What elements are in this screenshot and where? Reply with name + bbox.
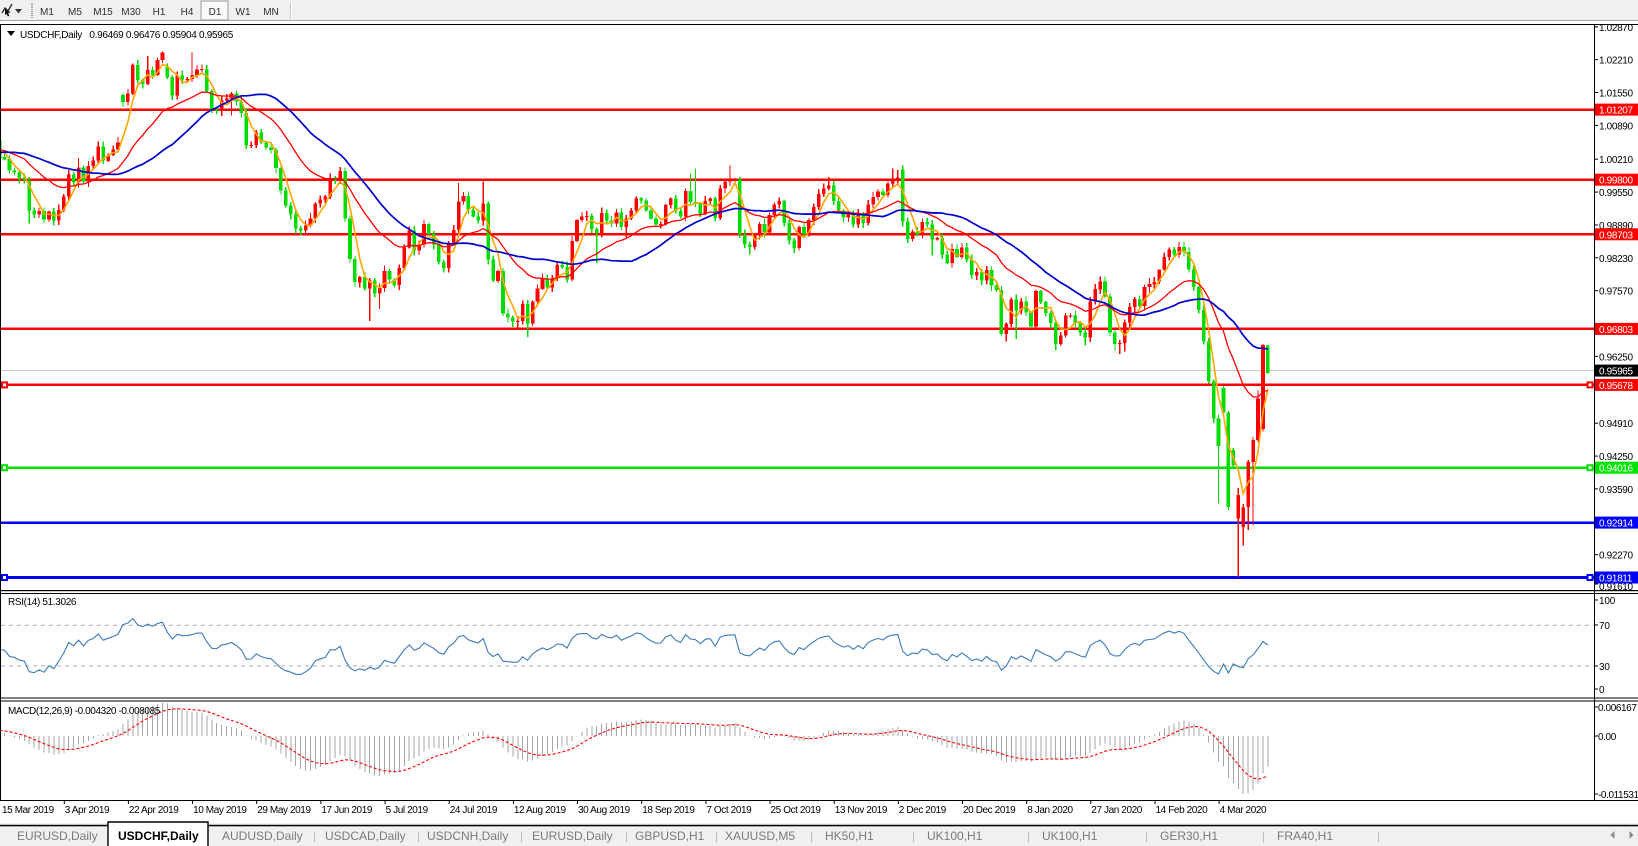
svg-text:24 Jul 2019: 24 Jul 2019 [450,805,498,816]
svg-text:30 Aug 2019: 30 Aug 2019 [578,805,631,816]
svg-text:|: | [1145,829,1148,843]
svg-text:0.94250: 0.94250 [1599,452,1633,463]
svg-text:2 Dec 2019: 2 Dec 2019 [899,805,947,816]
svg-text:0.95678: 0.95678 [1599,381,1633,392]
svg-text:|: | [1027,829,1030,843]
svg-text:H4: H4 [181,7,194,18]
svg-text:EURUSD,Daily: EURUSD,Daily [532,829,613,843]
svg-text:|: | [313,829,316,843]
svg-text:USDCHF,Daily 0.96469 0.96476: USDCHF,Daily 0.96469 0.96476 0.95904 0.9… [20,30,234,41]
svg-text:0.98890: 0.98890 [1599,221,1633,232]
svg-text:MACD(12,26,9) -0.004320 -0.008: MACD(12,26,9) -0.004320 -0.008085 [8,706,161,717]
svg-text:1.02870: 1.02870 [1599,23,1633,34]
svg-text:USDCHF,Daily: USDCHF,Daily [118,829,199,843]
svg-text:1.02210: 1.02210 [1599,56,1633,67]
svg-text:13 Nov 2019: 13 Nov 2019 [835,805,888,816]
svg-text:0.94910: 0.94910 [1599,419,1633,430]
svg-text:1.00890: 1.00890 [1599,121,1633,132]
svg-text:10 May 2019: 10 May 2019 [193,805,247,816]
svg-text:4 Mar 2020: 4 Mar 2020 [1220,805,1267,816]
svg-text:0.94016: 0.94016 [1599,464,1633,475]
svg-text:USDCNH,Daily: USDCNH,Daily [427,829,508,843]
svg-text:0.91610: 0.91610 [1599,582,1633,593]
svg-text:18 Sep 2019: 18 Sep 2019 [642,805,695,816]
svg-text:1.01550: 1.01550 [1599,89,1633,100]
svg-text:D1: D1 [209,7,222,18]
svg-text:0.95965: 0.95965 [1599,367,1633,378]
svg-text:1.00210: 1.00210 [1599,155,1633,166]
svg-text:0.92914: 0.92914 [1599,519,1633,530]
svg-text:0.98230: 0.98230 [1599,254,1633,265]
svg-text:20 Dec 2019: 20 Dec 2019 [963,805,1016,816]
svg-text:0.97570: 0.97570 [1599,287,1633,298]
svg-text:8 Jan 2020: 8 Jan 2020 [1027,805,1073,816]
svg-text:70: 70 [1599,621,1610,632]
svg-text:0: 0 [1599,685,1605,696]
svg-text:3 Apr 2019: 3 Apr 2019 [65,805,110,816]
svg-text:UK100,H1: UK100,H1 [927,829,983,843]
svg-text:5 Jul 2019: 5 Jul 2019 [386,805,429,816]
svg-text:7 Oct 2019: 7 Oct 2019 [706,805,752,816]
svg-text:|: | [912,829,915,843]
svg-text:|: | [1262,829,1265,843]
svg-text:0.99550: 0.99550 [1599,188,1633,199]
svg-text:EURUSD,Daily: EURUSD,Daily [17,829,98,843]
svg-text:|: | [1377,829,1380,843]
svg-text:FRA40,H1: FRA40,H1 [1277,829,1333,843]
svg-text:15 Mar 2019: 15 Mar 2019 [2,805,55,816]
svg-text:25 Oct 2019: 25 Oct 2019 [771,805,822,816]
svg-text:M5: M5 [68,7,82,18]
svg-text:30: 30 [1599,662,1610,673]
svg-text:-0.011531: -0.011531 [1598,790,1638,801]
svg-text:|: | [625,829,628,843]
svg-text:0.98703: 0.98703 [1599,230,1633,241]
svg-text:14 Feb 2020: 14 Feb 2020 [1156,805,1209,816]
svg-text:0.92270: 0.92270 [1599,551,1633,562]
svg-text:1.01207: 1.01207 [1599,106,1633,117]
svg-text:|: | [520,829,523,843]
svg-text:100: 100 [1599,596,1616,607]
svg-text:|: | [417,829,420,843]
svg-text:M1: M1 [40,7,54,18]
svg-text:MN: MN [263,7,279,18]
svg-text:H1: H1 [153,7,166,18]
svg-text:GBPUSD,H1: GBPUSD,H1 [635,829,705,843]
svg-text:29 May 2019: 29 May 2019 [257,805,311,816]
svg-text:AUDUSD,Daily: AUDUSD,Daily [222,829,303,843]
svg-text:0.006167: 0.006167 [1598,703,1637,714]
svg-text:HK50,H1: HK50,H1 [825,829,874,843]
svg-text:27 Jan 2020: 27 Jan 2020 [1091,805,1142,816]
svg-text:M30: M30 [121,7,141,18]
svg-text:M15: M15 [93,7,113,18]
svg-text:0.96803: 0.96803 [1599,325,1633,336]
svg-text:XAUUSD,M5: XAUUSD,M5 [725,829,795,843]
svg-text:|: | [810,829,813,843]
svg-text:UK100,H1: UK100,H1 [1042,829,1098,843]
svg-text:0.96250: 0.96250 [1599,352,1633,363]
svg-text:12 Aug 2019: 12 Aug 2019 [514,805,567,816]
svg-text:W1: W1 [236,7,251,18]
svg-text:GER30,H1: GER30,H1 [1160,829,1218,843]
svg-text:0.91811: 0.91811 [1599,574,1633,585]
svg-text:RSI(14) 51.3026: RSI(14) 51.3026 [8,597,77,608]
svg-text:17 Jun 2019: 17 Jun 2019 [321,805,372,816]
svg-text:0.99800: 0.99800 [1599,176,1633,187]
svg-text:22 Apr 2019: 22 Apr 2019 [129,805,179,816]
svg-text:USDCAD,Daily: USDCAD,Daily [325,829,406,843]
svg-text:0.93590: 0.93590 [1599,485,1633,496]
svg-text:0.00: 0.00 [1598,732,1617,743]
svg-text:|: | [715,829,718,843]
